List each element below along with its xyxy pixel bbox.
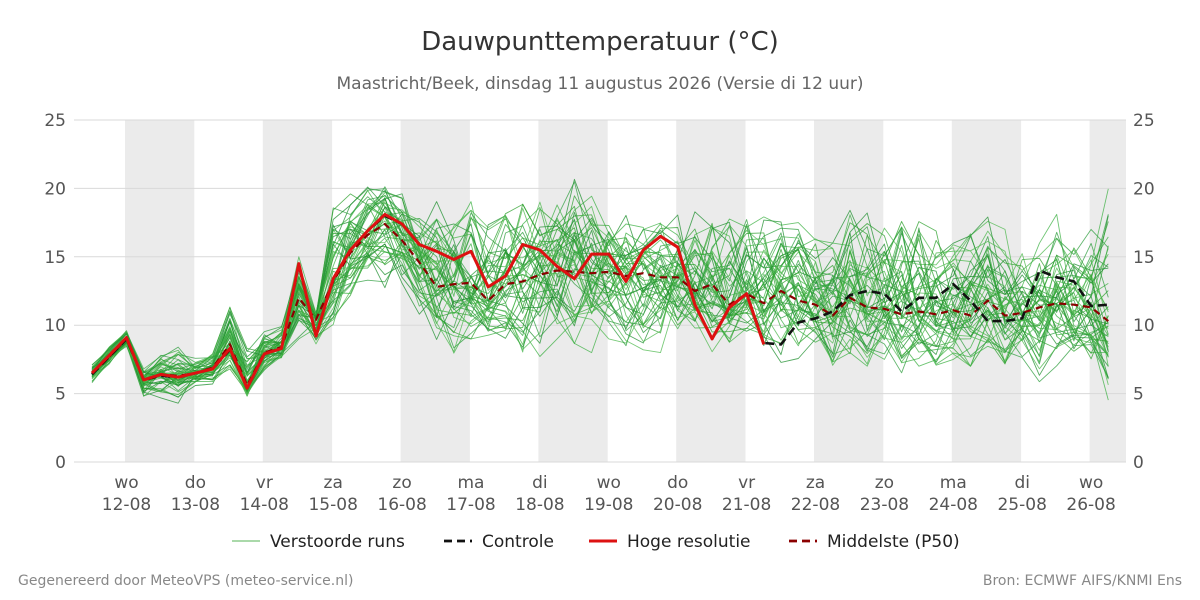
legend-ensemble-label: Verstoorde runs — [270, 532, 405, 552]
ensemble-run-line — [91, 186, 1109, 393]
chart-title: Dauwpunttemperatuur (°C) — [421, 27, 779, 57]
x-tick-date: 19-08 — [584, 495, 633, 515]
y-tick-label: 20 — [44, 179, 66, 199]
x-tick-date: 15-08 — [308, 495, 357, 515]
y-tick-label: 10 — [44, 316, 66, 336]
ensemble-runs — [91, 178, 1109, 404]
legend-median-label: Middelste (P50) — [827, 532, 960, 552]
y-axis-right: 0 5 10 15 20 25 — [1133, 111, 1155, 473]
footer-left: Gegenereerd door MeteoVPS (meteo-service… — [18, 573, 353, 589]
x-tick-date: 24-08 — [929, 495, 978, 515]
y-tick-label: 10 — [1133, 316, 1155, 336]
x-tick-day: do — [667, 473, 688, 493]
x-tick-date: 12-08 — [102, 495, 151, 515]
x-tick-day: do — [185, 473, 206, 493]
main-series — [90, 212, 1109, 390]
x-tick-date: 17-08 — [446, 495, 495, 515]
ensemble-run-line — [91, 204, 1109, 387]
x-tick-date: 23-08 — [860, 495, 909, 515]
x-tick-day: ma — [458, 473, 485, 493]
x-tick-day: za — [324, 473, 343, 493]
y-axis-left: 0 5 10 15 20 25 — [44, 111, 66, 473]
legend: Verstoorde runs Controle Hoge resolutie Mid… — [232, 532, 960, 552]
ensemble-run-line — [91, 213, 1109, 393]
ensemble-run-line — [91, 188, 1109, 390]
ensemble-run-line — [91, 206, 1109, 395]
x-tick-day: di — [532, 473, 548, 493]
x-axis: wo12-08do13-08vr14-08za15-08zo16-08ma17-… — [102, 473, 1116, 515]
x-tick-date: 14-08 — [240, 495, 289, 515]
x-tick-day: wo — [597, 473, 621, 493]
legend-high-res-label: Hoge resolutie — [627, 532, 751, 552]
ensemble-run-line — [91, 222, 1109, 390]
x-tick-day: vr — [256, 473, 273, 493]
x-tick-day: ma — [940, 473, 967, 493]
x-tick-day: za — [806, 473, 825, 493]
footer-right: Bron: ECMWF AIFS/KNMI Ens — [983, 573, 1182, 589]
y-tick-label: 0 — [1133, 453, 1144, 473]
x-tick-date: 16-08 — [377, 495, 426, 515]
x-tick-day: wo — [114, 473, 138, 493]
y-tick-label: 5 — [55, 385, 66, 405]
x-tick-day: zo — [392, 473, 411, 493]
y-tick-label: 5 — [1133, 385, 1144, 405]
x-tick-date: 22-08 — [791, 495, 840, 515]
y-tick-label: 25 — [1133, 111, 1155, 131]
ensemble-run-line — [91, 195, 1109, 381]
x-tick-date: 25-08 — [997, 495, 1046, 515]
legend-control-label: Controle — [482, 532, 554, 552]
x-tick-day: vr — [738, 473, 755, 493]
y-tick-label: 15 — [1133, 248, 1155, 268]
x-tick-date: 20-08 — [653, 495, 702, 515]
y-tick-label: 0 — [55, 453, 66, 473]
high-res-line — [90, 212, 766, 390]
x-tick-date: 26-08 — [1066, 495, 1115, 515]
x-tick-day: di — [1014, 473, 1030, 493]
x-tick-date: 13-08 — [171, 495, 220, 515]
chart-subtitle: Maastricht/Beek, dinsdag 11 augustus 202… — [336, 74, 863, 94]
ensemble-run-line — [91, 201, 1109, 384]
ensemble-run-line — [91, 195, 1109, 395]
y-tick-label: 20 — [1133, 179, 1155, 199]
x-tick-day: wo — [1079, 473, 1103, 493]
x-tick-day: zo — [875, 473, 894, 493]
y-tick-label: 15 — [44, 248, 66, 268]
x-tick-date: 21-08 — [722, 495, 771, 515]
day-band — [125, 120, 195, 462]
x-tick-date: 18-08 — [515, 495, 564, 515]
y-tick-label: 25 — [44, 111, 66, 131]
